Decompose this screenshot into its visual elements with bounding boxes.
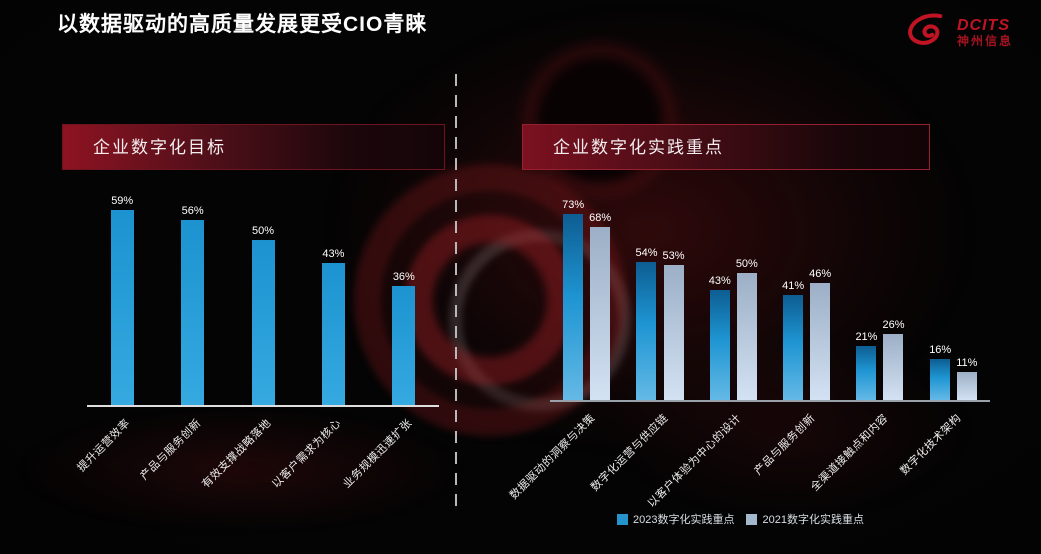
chart-legend: 2023数字化实践重点 2021数字化实践重点 (617, 511, 864, 527)
bar-wrap: 59% (110, 195, 134, 405)
legend-label-2023: 2023数字化实践重点 (633, 514, 735, 526)
bar-wrap: 11% (956, 357, 977, 400)
dcits-logo: DCITS 神州信息 (905, 12, 1013, 53)
bar-group: 41% 46% (782, 268, 831, 400)
bar (810, 283, 831, 400)
legend-item-2021: 2021数字化实践重点 (746, 511, 864, 527)
bar-value-label: 46% (809, 268, 832, 280)
bar-group: 43% 50% (709, 258, 758, 400)
bar-value-label: 16% (929, 344, 952, 356)
bar-value-label: 59% (111, 195, 134, 207)
panel-header-goals: 企业数字化目标 (62, 124, 445, 170)
chart-column: 56% 产品与服务创新 (138, 190, 227, 483)
bar-group: 43% (321, 248, 345, 405)
bar-wrap: 36% (392, 271, 416, 405)
bar (883, 334, 904, 400)
bar (563, 214, 584, 400)
bar-value-label: 21% (855, 331, 878, 343)
bar (709, 290, 730, 400)
bar (856, 346, 877, 400)
bar (636, 262, 657, 400)
bar-wrap: 41% (782, 280, 804, 400)
bar-value-label: 50% (252, 225, 275, 237)
bar (251, 240, 275, 405)
chart-column: 43% 以客户需求为核心 (270, 190, 368, 491)
dcits-swirl-icon (905, 12, 951, 53)
chart-column: 54% 53% 数字化运营与供应链 (589, 194, 696, 494)
bar-group: 54% 53% (635, 247, 685, 400)
legend-swatch-2023 (617, 513, 628, 525)
bar (736, 273, 757, 400)
bar-group: 16% 11% (929, 344, 977, 400)
bar (392, 286, 416, 405)
bar-wrap: 46% (809, 268, 831, 400)
bar (956, 372, 977, 400)
chart-column: 43% 50% 以客户体验为中心的设计 (646, 194, 770, 510)
chart-digital-practice: 73% 68% 数据驱动的洞察与决策 54% 53% 数字化运营与供应链 43% 50% 以客户… (507, 194, 990, 510)
bar-wrap: 54% (635, 247, 657, 400)
bar-wrap: 50% (736, 258, 758, 400)
bar (181, 220, 205, 405)
bar-group: 21% 26% (855, 319, 905, 400)
bar-group: 50% (251, 225, 275, 405)
bar-value-label: 53% (662, 250, 685, 262)
bar-wrap: 56% (181, 205, 205, 405)
bar-value-label: 73% (562, 199, 585, 211)
vertical-dashed-divider (455, 74, 457, 510)
bar-wrap: 68% (589, 212, 611, 400)
chart-column: 50% 有效支撑战略落地 (200, 190, 298, 491)
bar-wrap: 53% (662, 250, 685, 400)
bar-group: 36% (392, 271, 416, 405)
bar-value-label: 56% (181, 205, 204, 217)
bar (590, 227, 611, 400)
bar (110, 210, 134, 405)
bar-wrap: 50% (251, 225, 275, 405)
chart-digital-goals: 59% 提升运营效率 56% 产品与服务创新 50% 有效支撑战略落地 43% 以客户需求为核… (76, 190, 439, 491)
chart-column: 59% 提升运营效率 (76, 190, 157, 474)
bar-value-label: 26% (882, 319, 905, 331)
logo-brand-text: DCITS (956, 17, 1010, 35)
bar-value-label: 68% (589, 212, 612, 224)
chart-column: 16% 11% 数字化技术架构 (898, 194, 990, 478)
bar-value-label: 54% (635, 247, 658, 259)
slide-title: 以数据驱动的高质量发展更受CIO青睐 (57, 13, 428, 36)
legend-item-2023: 2023数字化实践重点 (617, 511, 734, 527)
bar-group: 56% (181, 205, 205, 405)
bar-group: 59% (110, 195, 134, 405)
chart-column: 73% 68% 数据驱动的洞察与决策 (507, 194, 623, 502)
bar-value-label: 50% (735, 258, 758, 270)
bar-value-label: 43% (708, 275, 731, 287)
bar-wrap: 43% (709, 275, 731, 400)
bar (783, 295, 804, 400)
chart-column: 36% 业务规模迅速扩张 (341, 190, 439, 491)
chart-column: 41% 46% 产品与服务创新 (752, 194, 843, 478)
chart-column: 21% 26% 全渠道接触点和内容 (809, 194, 916, 494)
bar-value-label: 43% (322, 248, 345, 260)
logo-company-text: 神州信息 (956, 33, 1013, 48)
bar-wrap: 43% (321, 248, 345, 405)
bar-wrap: 16% (929, 344, 951, 400)
bar-wrap: 26% (882, 319, 905, 400)
bar (663, 265, 684, 400)
legend-label-2021: 2021数字化实践重点 (762, 514, 864, 526)
legend-swatch-2021 (746, 513, 758, 525)
bar-wrap: 73% (562, 199, 584, 400)
bar-wrap: 21% (855, 331, 877, 400)
bar-value-label: 36% (392, 271, 415, 283)
panel-header-practice: 企业数字化实践重点 (522, 124, 930, 170)
bar (930, 359, 951, 400)
bar-value-label: 11% (956, 357, 978, 369)
bar-group: 73% 68% (562, 199, 611, 400)
bar (321, 263, 345, 405)
bar-value-label: 41% (782, 280, 805, 292)
